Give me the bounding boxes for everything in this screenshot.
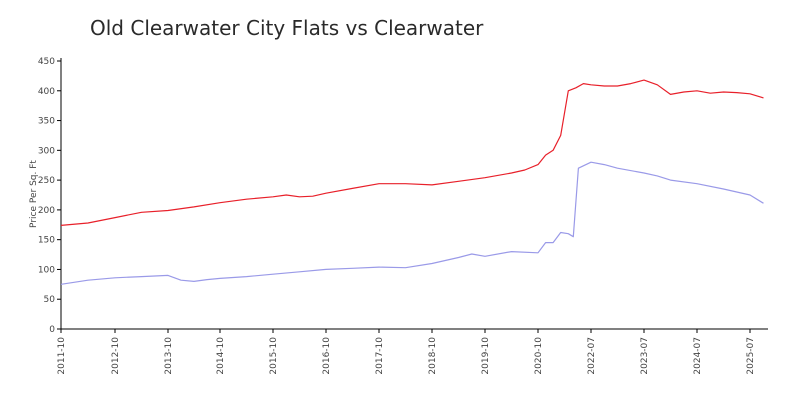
x-tick-label: 2025-07 [746, 337, 756, 375]
y-axis: 0 50 100 150 200 250 300 350 400 450 [38, 57, 62, 335]
series-line-2 [60, 161, 764, 285]
y-tick-label: 250 [38, 176, 55, 186]
x-axis: 2011-10 2012-10 2013-10 2014-10 2015-10 2016-… [57, 328, 768, 375]
x-tick-label: 2024-07 [693, 337, 703, 375]
x-tick-label: 2018-10 [428, 337, 438, 375]
x-tick-label: 2019-10 [481, 337, 491, 375]
x-tick-label: 2022-07 [587, 337, 597, 375]
y-tick-label: 0 [49, 325, 55, 335]
series-line-1 [60, 79, 764, 226]
y-tick-label: 50 [44, 295, 56, 305]
x-tick-label: 2014-10 [216, 337, 226, 375]
y-tick-label: 300 [38, 146, 55, 156]
x-tick-label: 2012-10 [111, 337, 121, 375]
x-tick-label: 2011-10 [57, 337, 67, 375]
x-tick-label: 2016-10 [322, 337, 332, 375]
y-tick-label: 400 [38, 87, 55, 97]
x-tick-label: 2017-10 [375, 337, 385, 375]
series-layer [60, 79, 764, 285]
y-tick-label: 150 [38, 236, 55, 246]
y-tick-label: 200 [38, 206, 55, 216]
chart-title: Old Clearwater City Flats vs Clearwater [90, 16, 484, 40]
x-tick-label: 2013-10 [164, 337, 174, 375]
y-tick-label: 450 [38, 57, 55, 67]
x-tick-label: 2023-07 [640, 337, 650, 375]
x-tick-label: 2020-10 [534, 337, 544, 375]
x-tick-label: 2015-10 [269, 337, 279, 375]
y-tick-label: 100 [38, 265, 55, 275]
y-axis-title: Price Per Sq. Ft [29, 160, 39, 228]
y-tick-label: 350 [38, 117, 55, 127]
